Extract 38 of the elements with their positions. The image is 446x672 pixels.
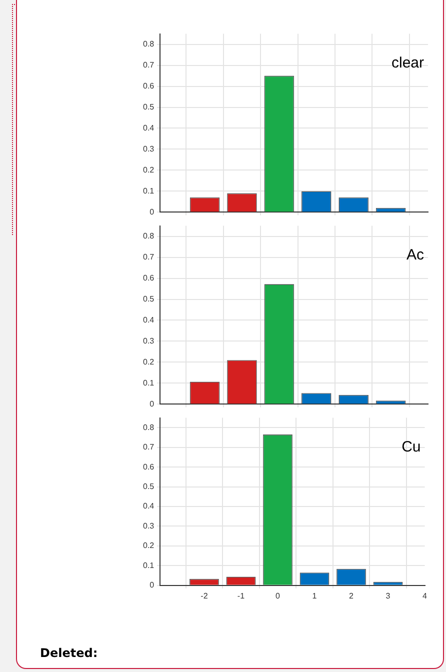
text: Ac [406,246,424,264]
y-tick-label: 0 [150,399,155,408]
y-tick-label: 0.3 [142,144,155,154]
text: Deleted: [40,646,98,660]
x-tick-label: -1 [237,591,246,600]
y-tick-label: 0.6 [142,81,155,90]
x-tick-label: 2 [349,591,354,600]
y-tick-label: 0.3 [142,521,155,530]
y-tick-label: 0.1 [142,560,155,570]
y-tick-label: 0.3 [142,336,155,346]
x-tick-label: 1 [312,591,318,600]
x-tick-label: 0 [276,591,281,600]
y-tick-label: 0 [150,580,155,590]
y-tick-label: 0.4 [142,315,155,324]
y-tick-label: 0.7 [142,252,155,262]
text: Cu [402,438,421,456]
y-tick-label: 0.5 [142,102,155,112]
y-tick-label: 0.7 [142,442,155,452]
y-tick-label: 0.7 [142,60,155,70]
y-tick-label: 0.4 [142,123,155,132]
y-tick-label: 0.2 [142,357,155,366]
x-tick-label: 3 [386,591,391,600]
y-tick-label: 0.5 [142,294,155,304]
y-tick-label: 0.6 [142,462,155,472]
y-tick-label: 0.4 [142,502,155,511]
y-tick-label: 0.5 [142,482,155,492]
y-tick-label: 0.8 [142,39,155,48]
text: clear [391,54,424,72]
x-tick-label: -2 [200,591,208,600]
y-tick-label: 0.2 [142,541,155,550]
x-tick-label: 4 [422,591,428,600]
y-tick-label: 0.8 [142,231,155,240]
y-tick-label: 0.6 [142,273,155,282]
y-tick-label: 0.8 [142,422,155,432]
y-tick-label: 0.1 [142,186,155,196]
y-tick-label: 0.2 [142,165,155,174]
y-tick-label: 0 [150,207,155,216]
y-tick-label: 0.1 [142,378,155,388]
